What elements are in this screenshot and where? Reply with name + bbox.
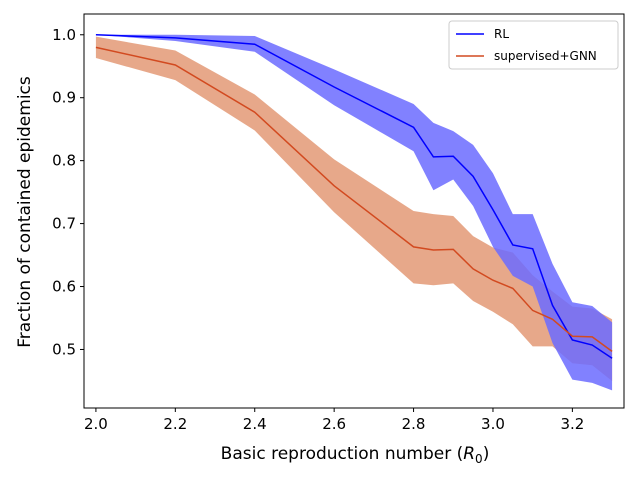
band-supervised-gnn bbox=[95, 36, 613, 381]
x-tick-label: 2.0 bbox=[84, 415, 108, 433]
line-supervised-gnn bbox=[95, 46, 613, 352]
plot-frame bbox=[83, 13, 625, 409]
x-axis-label-subscript: 0 bbox=[475, 452, 483, 466]
y-axis-ticks: 0.5 0.6 0.7 0.8 0.9 1.0 bbox=[52, 26, 84, 358]
x-axis-label-main: Basic reproduction number ( bbox=[221, 444, 464, 464]
band-rl bbox=[95, 34, 613, 391]
y-tick-label: 0.8 bbox=[52, 152, 76, 170]
x-axis-label-symbol: R bbox=[463, 444, 475, 464]
legend-label-rl: RL bbox=[494, 27, 509, 41]
x-axis-ticks: 2.0 2.2 2.4 2.6 2.8 3.0 3.2 bbox=[84, 408, 584, 433]
confidence-bands bbox=[95, 34, 613, 391]
series-lines bbox=[95, 34, 613, 359]
x-tick-label: 3.2 bbox=[560, 415, 584, 433]
x-tick-label: 2.4 bbox=[243, 415, 267, 433]
x-axis-label-close: ) bbox=[483, 444, 490, 464]
y-tick-label: 0.7 bbox=[52, 215, 76, 233]
y-tick-label: 0.9 bbox=[52, 89, 76, 107]
y-tick-label: 0.5 bbox=[52, 340, 76, 358]
legend-box bbox=[448, 20, 619, 70]
y-tick-label: 1.0 bbox=[52, 26, 76, 44]
x-tick-label: 2.6 bbox=[322, 415, 346, 433]
x-tick-label: 3.0 bbox=[481, 415, 505, 433]
x-tick-label: 2.2 bbox=[163, 415, 187, 433]
legend: RL supervised+GNN bbox=[448, 20, 619, 70]
x-tick-label: 2.8 bbox=[402, 415, 426, 433]
legend-label-supervised-gnn: supervised+GNN bbox=[494, 49, 597, 63]
line-rl bbox=[95, 34, 613, 359]
y-axis-label: Fraction of contained epidemics bbox=[15, 76, 35, 348]
x-axis-label: Basic reproduction number (R0) bbox=[221, 444, 490, 466]
y-tick-label: 0.6 bbox=[52, 278, 76, 296]
